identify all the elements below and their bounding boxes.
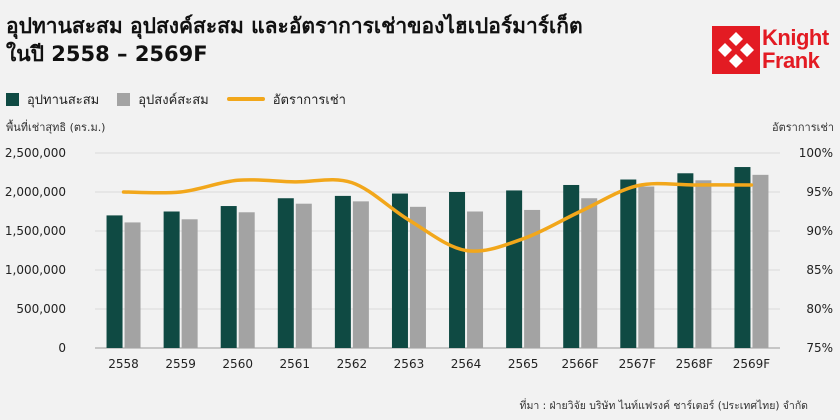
bar-demand xyxy=(409,206,426,348)
legend-swatch-demand xyxy=(117,92,131,106)
bar-supply xyxy=(506,190,523,348)
bar-demand xyxy=(352,201,369,348)
logo-text: Knight Frank xyxy=(762,26,834,72)
y-tick-label-right: 95% xyxy=(806,185,833,199)
bar-supply xyxy=(220,206,237,348)
x-tick-label: 2566F xyxy=(561,357,599,371)
x-tick-label: 2562 xyxy=(337,357,368,371)
y-tick-label-right: 85% xyxy=(806,263,833,277)
y-tick-label-left: 2,000,000 xyxy=(5,185,66,199)
legend-item-demand: อุปสงค์สะสม xyxy=(117,89,209,110)
bar-supply xyxy=(277,198,294,348)
legend: อุปทานสะสม อุปสงค์สะสม อัตราการเช่า xyxy=(6,90,364,108)
y-tick-label-left: 1,000,000 xyxy=(5,263,66,277)
x-tick-label: 2565 xyxy=(508,357,539,371)
x-tick-label: 2560 xyxy=(222,357,253,371)
x-tick-label: 2558 xyxy=(108,357,139,371)
bar-supply xyxy=(391,193,408,348)
legend-label-occupancy: อัตราการเช่า xyxy=(272,92,346,108)
y-tick-label-right: 90% xyxy=(806,224,833,238)
logo-mark-icon xyxy=(712,26,760,74)
y-tick-label-right: 75% xyxy=(806,341,833,355)
bar-demand xyxy=(238,212,255,348)
legend-label-supply: อุปทานสะสม xyxy=(27,92,100,108)
y-tick-label-left: 2,500,000 xyxy=(5,146,66,160)
legend-label-demand: อุปสงค์สะสม xyxy=(138,92,209,108)
x-tick-label: 2564 xyxy=(451,357,482,371)
bar-supply xyxy=(163,211,180,348)
x-tick-label: 2561 xyxy=(280,357,311,371)
legend-item-occupancy: อัตราการเช่า xyxy=(226,89,346,110)
bar-supply xyxy=(106,215,123,348)
knight-frank-logo: Knight Frank xyxy=(712,26,834,74)
bar-supply xyxy=(334,195,351,348)
bar-supply xyxy=(449,192,466,348)
x-tick-label: 2569F xyxy=(733,357,771,371)
x-tick-label: 2568F xyxy=(676,357,714,371)
y-tick-label-left: 0 xyxy=(58,341,66,355)
y-axis-title-right: อัตราการเช่า xyxy=(772,121,834,134)
bar-demand xyxy=(124,222,141,348)
title-line-1: อุปทานสะสม อุปสงค์สะสม และอัตราการเช่าขอ… xyxy=(6,14,583,38)
bar-demand xyxy=(467,211,484,348)
y-tick-label-left: 1,500,000 xyxy=(5,224,66,238)
bar-supply xyxy=(620,179,637,348)
x-tick-label: 2567F xyxy=(619,357,657,371)
legend-item-supply: อุปทานสะสม xyxy=(6,89,99,110)
y-tick-label-right: 100% xyxy=(799,146,833,160)
logo-line-1: Knight xyxy=(762,25,829,50)
bar-supply xyxy=(677,173,694,348)
bar-demand xyxy=(752,174,769,348)
bar-demand xyxy=(181,219,198,348)
y-tick-label-right: 80% xyxy=(806,302,833,316)
bar-supply xyxy=(734,167,751,348)
x-tick-label: 2563 xyxy=(394,357,425,371)
logo-line-2: Frank xyxy=(762,48,820,73)
legend-swatch-supply xyxy=(6,92,19,106)
bar-demand xyxy=(524,209,541,348)
title-line-2: ในปี 2558 – 2569F xyxy=(6,42,208,66)
source-note: ที่มา : ฝ่ายวิจัย บริษัท ไนท์แฟรงค์ ชาร์… xyxy=(519,400,808,412)
bar-demand xyxy=(695,180,712,348)
bar-demand xyxy=(638,186,655,348)
y-axis-title-left: พื้นที่เช่าสุทธิ (ตร.ม.) xyxy=(6,121,106,134)
x-tick-label: 2559 xyxy=(165,357,196,371)
bar-demand xyxy=(295,203,312,348)
chart-title: อุปทานสะสม อุปสงค์สะสม และอัตราการเช่าขอ… xyxy=(6,12,583,68)
bar-demand xyxy=(581,198,598,348)
occupancy-line xyxy=(121,177,754,253)
y-tick-label-left: 500,000 xyxy=(16,302,66,316)
legend-swatch-occupancy xyxy=(226,97,265,101)
bar-supply xyxy=(563,184,580,348)
